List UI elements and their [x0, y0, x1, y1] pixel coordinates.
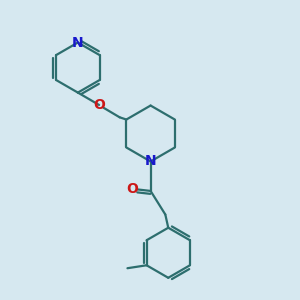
- Text: O: O: [126, 182, 138, 197]
- Text: N: N: [72, 35, 84, 50]
- Text: N: N: [145, 154, 156, 169]
- Text: O: O: [93, 98, 105, 112]
